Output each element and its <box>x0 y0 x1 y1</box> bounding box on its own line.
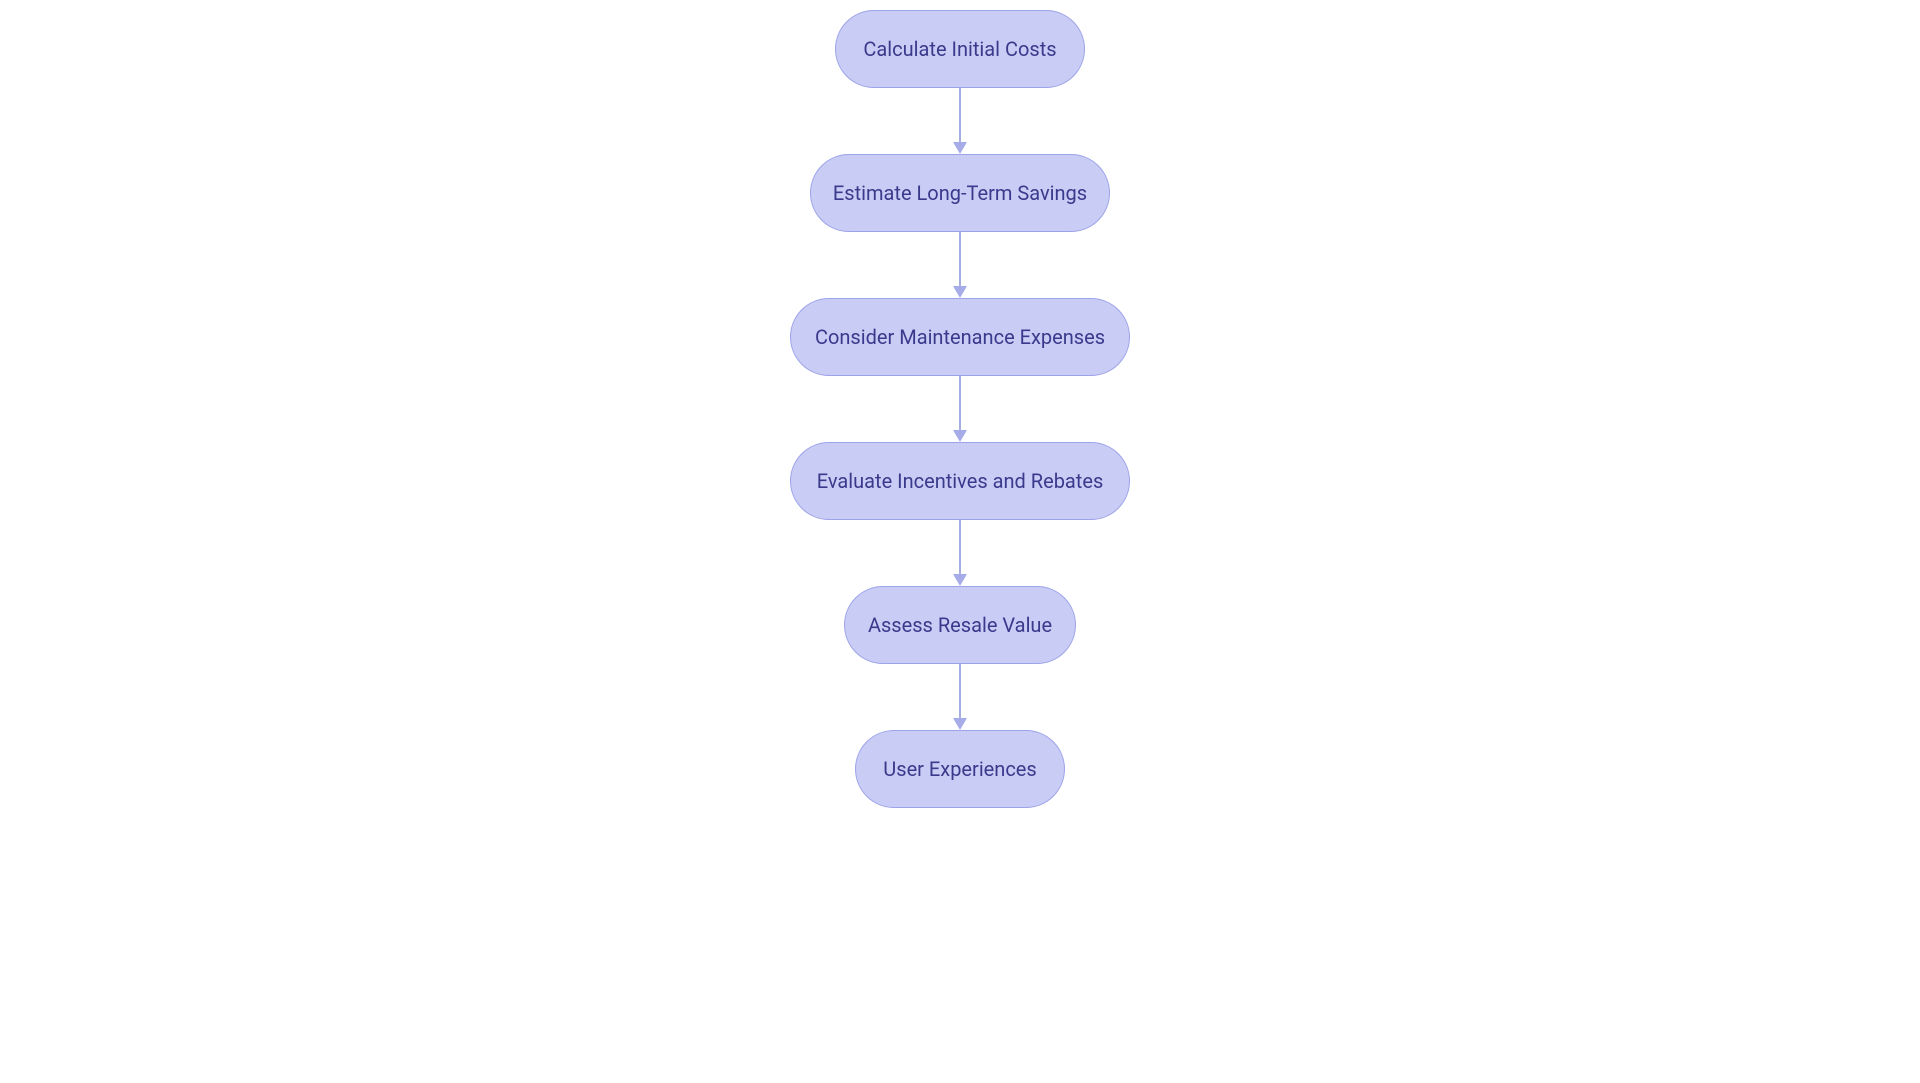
flowchart-node-label: Assess Resale Value <box>868 613 1052 637</box>
flowchart-node-label: Calculate Initial Costs <box>863 37 1056 61</box>
arrow-line <box>959 232 961 286</box>
arrow-line <box>959 664 961 718</box>
arrow-line <box>959 376 961 430</box>
flowchart-container: Calculate Initial Costs Estimate Long-Ter… <box>790 10 1130 808</box>
arrow-head-icon <box>953 286 967 298</box>
arrow-head-icon <box>953 574 967 586</box>
flowchart-node-4: Evaluate Incentives and Rebates <box>790 442 1130 520</box>
flowchart-node-2: Estimate Long-Term Savings <box>810 154 1110 232</box>
flowchart-node-6: User Experiences <box>855 730 1065 808</box>
flowchart-node-3: Consider Maintenance Expenses <box>790 298 1130 376</box>
flowchart-node-label: User Experiences <box>883 757 1036 781</box>
arrow-line <box>959 88 961 142</box>
flowchart-node-5: Assess Resale Value <box>844 586 1076 664</box>
flowchart-arrow-3 <box>953 376 967 442</box>
arrow-head-icon <box>953 430 967 442</box>
arrow-head-icon <box>953 718 967 730</box>
flowchart-arrow-5 <box>953 664 967 730</box>
flowchart-arrow-2 <box>953 232 967 298</box>
flowchart-node-1: Calculate Initial Costs <box>835 10 1085 88</box>
arrow-head-icon <box>953 142 967 154</box>
arrow-line <box>959 520 961 574</box>
flowchart-node-label: Consider Maintenance Expenses <box>815 325 1105 349</box>
flowchart-node-label: Estimate Long-Term Savings <box>833 181 1087 205</box>
flowchart-node-label: Evaluate Incentives and Rebates <box>817 469 1104 493</box>
flowchart-arrow-1 <box>953 88 967 154</box>
flowchart-arrow-4 <box>953 520 967 586</box>
